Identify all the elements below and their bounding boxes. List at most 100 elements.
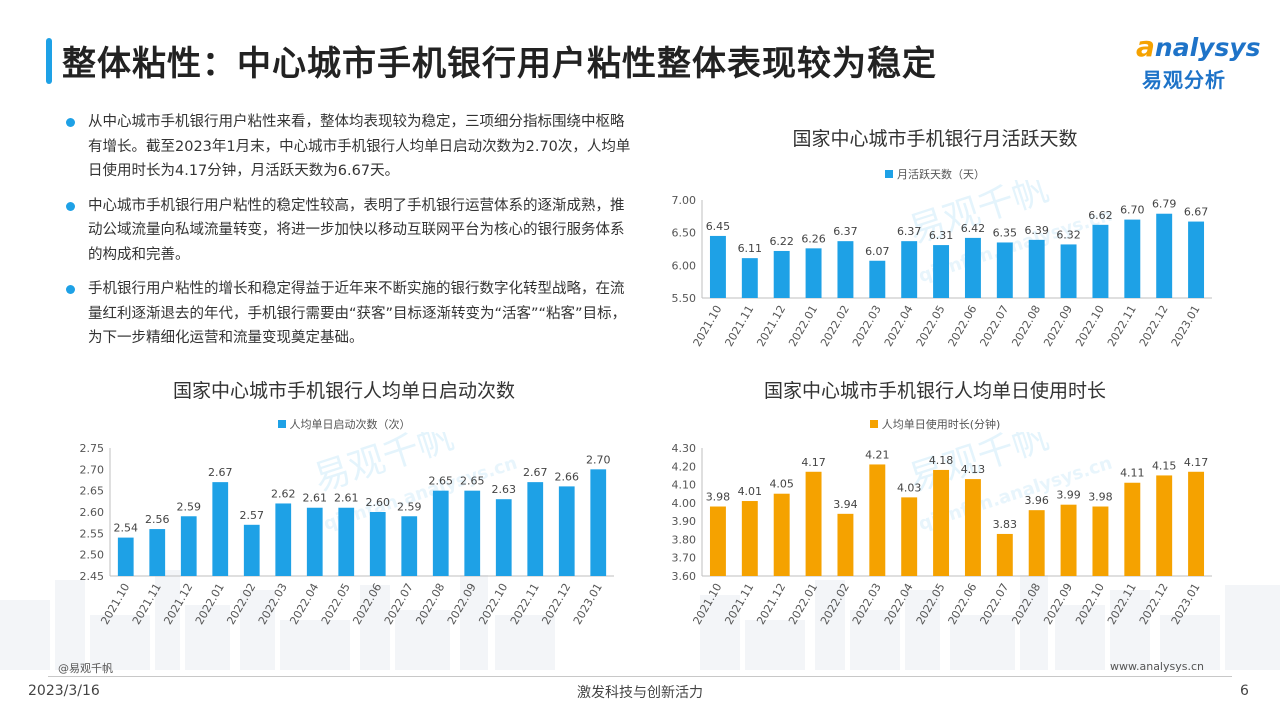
chart-daily-usage-time: 国家中心城市手机银行人均单日使用时长 人均单日使用时长(分钟) 易观千帆 qian… [640,372,1230,640]
data-label: 6.22 [769,235,794,248]
bar [149,529,166,576]
bar [805,471,822,576]
bar [306,507,323,576]
bar [709,235,726,298]
data-label: 3.99 [1056,489,1081,502]
data-label: 2.57 [240,509,265,522]
bar [117,537,134,576]
chart-daily-launches: 国家中心城市手机银行人均单日启动次数 人均单日启动次数（次） 易观千帆 qianf… [58,372,630,640]
x-tick-label: 2022.08 [413,581,447,627]
y-tick-label: 2.70 [80,463,105,476]
bullet-text: 从中心城市手机银行用户粘性来看，整体均表现较为稳定，三项细分指标围绕中枢略有增长… [88,114,631,179]
data-label: 4.17 [801,456,826,469]
title-accent-bar [46,38,52,84]
x-tick-label: 2022.09 [1041,581,1075,627]
x-tick-label: 2022.01 [786,303,820,349]
data-label: 4.13 [961,463,986,476]
x-tick-label: 2022.03 [850,303,884,349]
bar [901,241,918,298]
bullet-dot-icon [66,285,75,294]
x-tick-label: 2023.01 [1169,303,1203,349]
x-tick-label: 2021.12 [754,581,788,627]
bar [837,513,854,576]
bar [1092,224,1109,298]
bar [1124,219,1141,298]
bullet-text: 手机银行用户粘性的增长和稳定得益于近年来不断实施的银行数字化转型战略，在流量红利… [88,281,627,346]
data-label: 2.59 [177,500,202,513]
data-label: 2.56 [145,513,170,526]
logo-rest: nalysys [1154,33,1261,62]
bar [933,469,950,576]
logo-text-en: analysys [1136,30,1261,63]
x-tick-label: 2022.12 [1137,303,1171,349]
data-label: 3.94 [833,498,858,511]
x-tick-label: 2021.11 [722,303,756,349]
x-tick-label: 2022.05 [319,581,353,627]
x-tick-label: 2022.11 [1105,303,1139,349]
bullet-list: 从中心城市手机银行用户粘性来看，整体均表现较为稳定，三项细分指标围绕中枢略有增长… [62,110,632,361]
footer-date: 2023/3/16 [28,683,100,699]
data-label: 3.98 [1088,491,1113,504]
x-tick-label: 2022.06 [350,581,384,627]
bullet-text: 中心城市手机银行用户粘性的稳定性较高，表明了手机银行运营体系的逐渐成熟，推动公域… [88,197,625,263]
chart-legend: 月活跃天数（天） [640,166,1230,182]
x-tick-label: 2021.12 [754,303,788,349]
bar [741,258,758,298]
bullet-dot-icon [66,118,75,127]
chart-title: 国家中心城市手机银行人均单日启动次数 [172,380,515,402]
bullet-item: 从中心城市手机银行用户粘性来看，整体均表现较为稳定，三项细分指标围绕中枢略有增长… [62,110,632,184]
x-tick-label: 2022.05 [914,581,948,627]
x-tick-label: 2022.10 [1073,303,1107,349]
bar-chart-plot: 易观千帆qianfan.analysys.cn3.603.703.803.904… [672,432,1212,627]
x-tick-label: 2022.02 [818,303,852,349]
chart-legend: 人均单日启动次数（次） [58,416,630,432]
x-tick-label: 2022.06 [946,581,980,627]
data-label: 4.01 [738,485,763,498]
x-tick-label: 2023.01 [1169,581,1203,627]
y-tick-label: 3.80 [672,533,697,546]
x-tick-label: 2022.10 [1073,581,1107,627]
data-label: 6.39 [1024,224,1049,237]
bar [773,250,790,298]
y-tick-label: 2.55 [80,527,105,540]
bar [1060,244,1077,298]
x-tick-label: 2021.11 [130,581,164,627]
x-tick-label: 2022.11 [508,581,542,627]
bar [527,482,544,576]
data-label: 2.65 [460,475,485,488]
x-tick-label: 2022.08 [1009,581,1043,627]
data-label: 6.37 [897,225,922,238]
bar [1156,213,1173,298]
y-tick-label: 4.00 [672,497,697,510]
data-label: 4.17 [1184,456,1209,469]
y-tick-label: 3.70 [672,552,697,565]
chart-monthly-active-days: 国家中心城市手机银行月活跃天数 月活跃天数（天） 易观千帆 qianfan.ana… [640,120,1230,370]
x-tick-label: 2022.08 [1009,303,1043,349]
x-tick-label: 2022.10 [476,581,510,627]
bar [243,524,260,576]
data-label: 3.98 [706,491,731,504]
bar [709,506,726,576]
bar [369,512,386,576]
data-label: 2.65 [429,475,454,488]
y-tick-label: 2.75 [80,442,105,455]
data-label: 6.11 [738,242,763,255]
bar-chart-plot: 易观千帆qianfan.analysys.cn2.452.502.552.602… [80,432,614,627]
bar [869,260,886,298]
legend-label: 人均单日启动次数（次） [289,418,411,431]
data-label: 6.67 [1184,206,1209,219]
y-tick-label: 6.50 [672,227,697,240]
data-label: 6.79 [1152,198,1177,211]
bar [338,507,355,576]
bar [805,248,822,298]
bar [1028,510,1045,576]
bar [495,499,512,576]
x-tick-label: 2022.07 [382,581,416,627]
x-tick-label: 2021.11 [722,581,756,627]
city-skyline-background [0,570,1280,670]
data-label: 3.83 [993,518,1018,531]
data-label: 6.62 [1088,209,1113,222]
footer-url[interactable]: www.analysys.cn [1110,660,1204,673]
bar [275,503,292,576]
x-tick-label: 2022.02 [818,581,852,627]
